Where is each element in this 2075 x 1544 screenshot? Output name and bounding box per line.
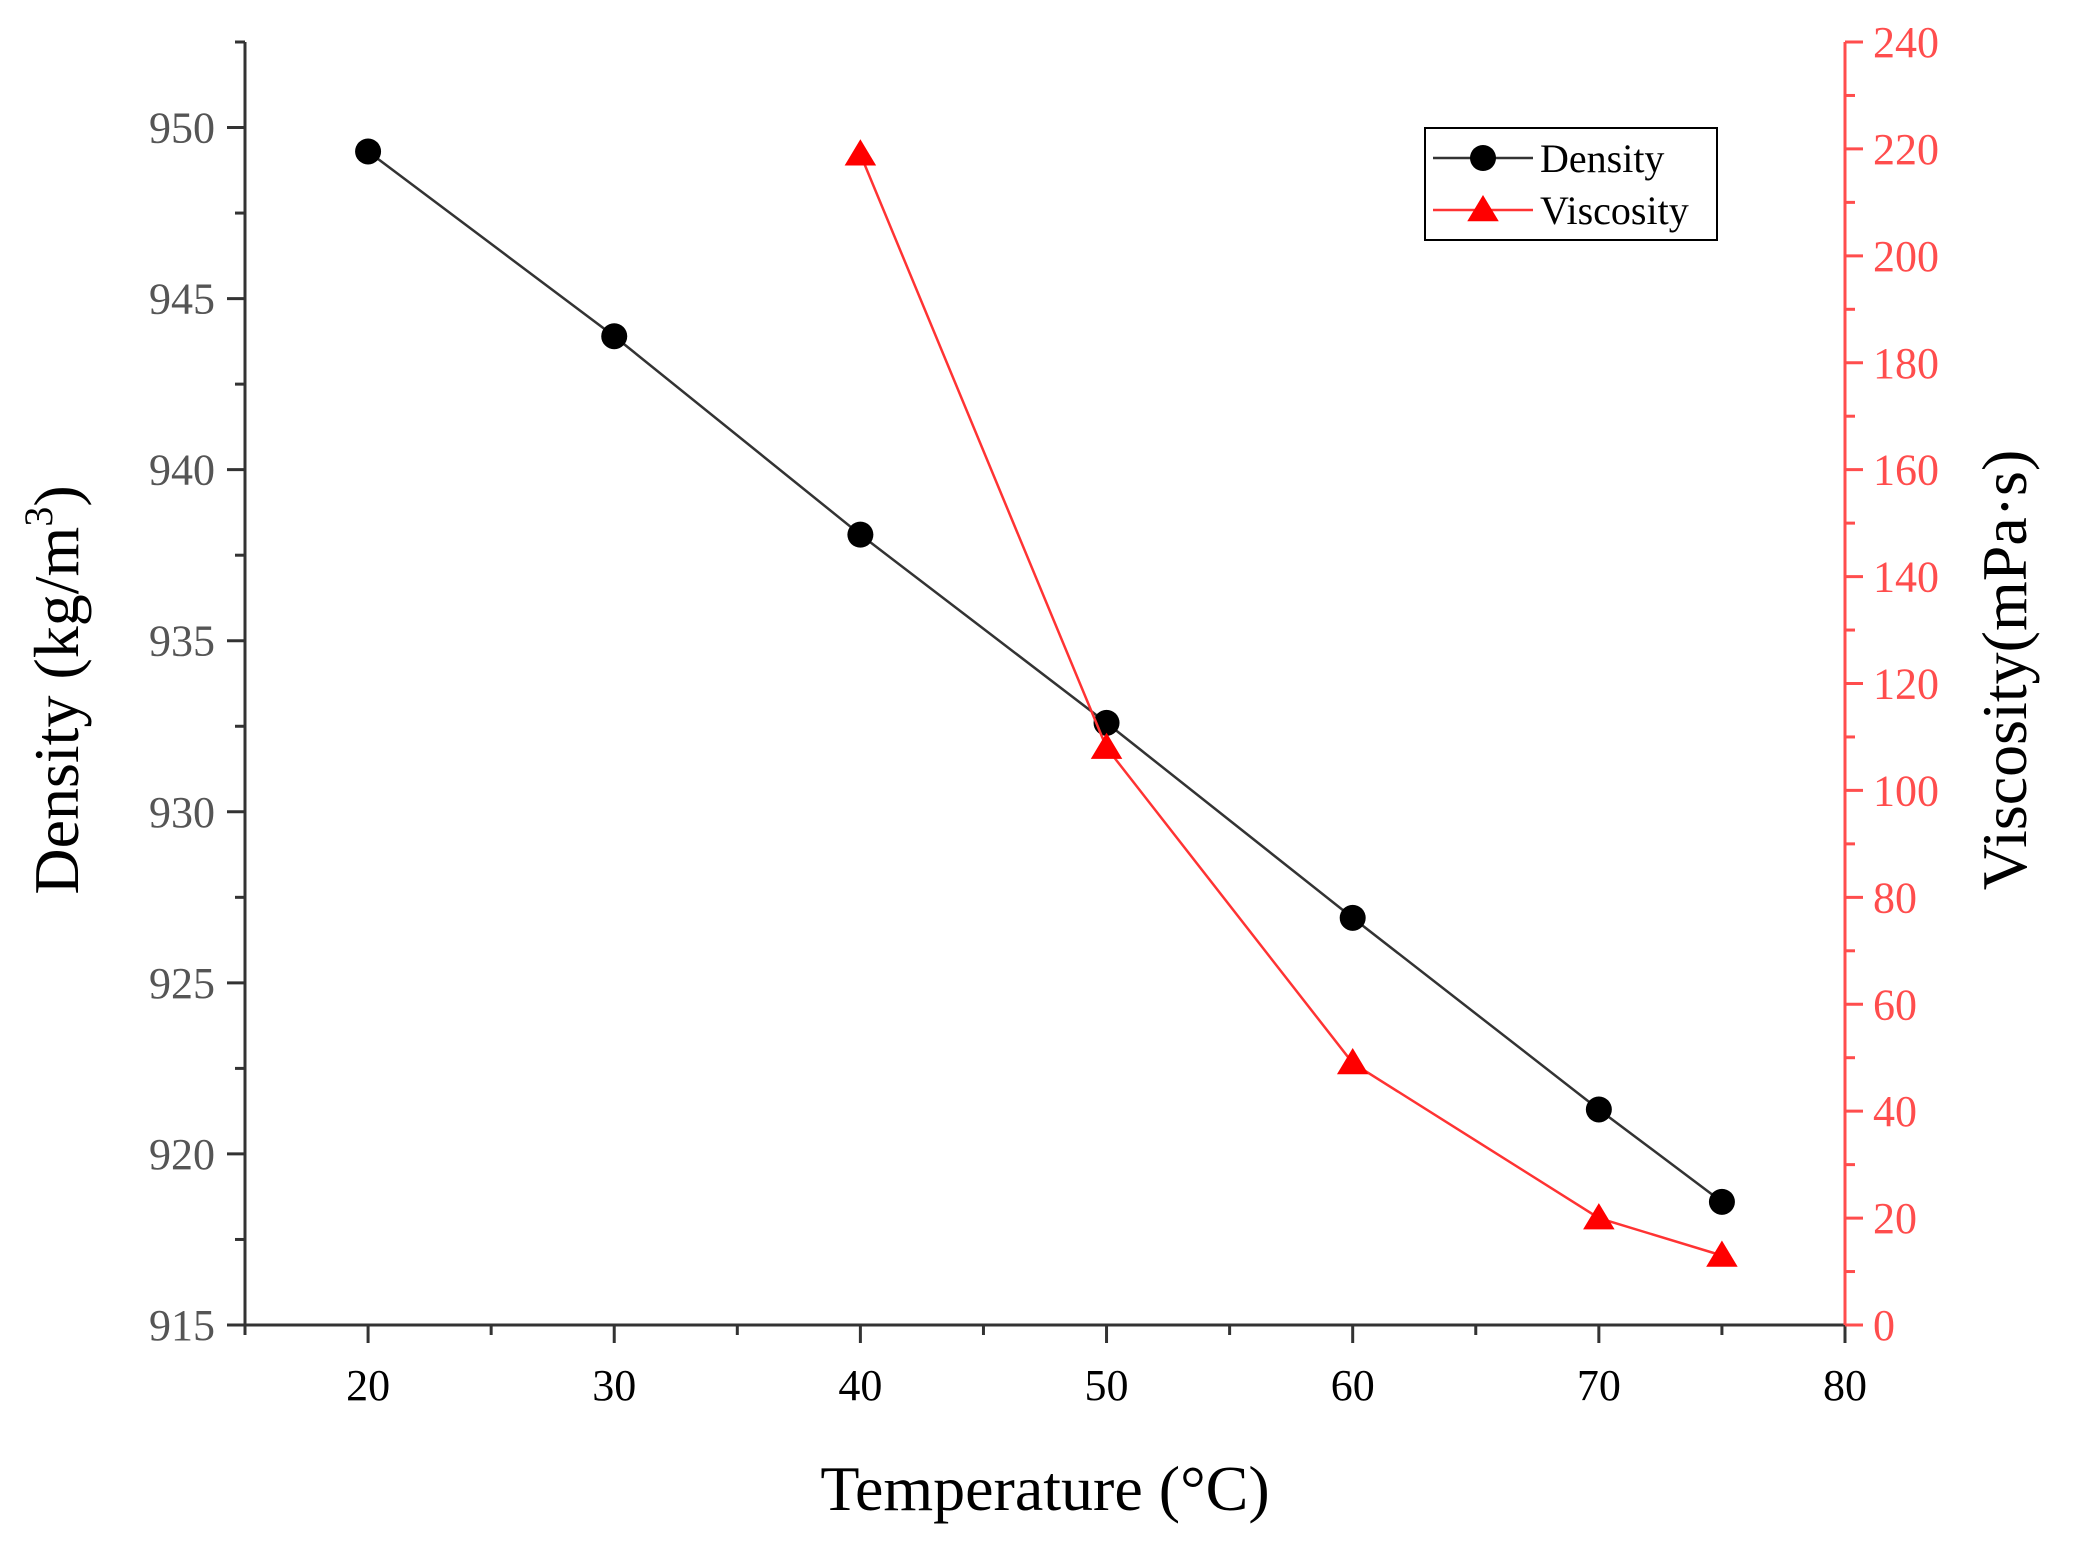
density-point — [355, 138, 382, 165]
x-tick-label: 60 — [1331, 1361, 1375, 1410]
y-right-tick-label: 100 — [1873, 766, 1939, 815]
y-right-tick-label: 0 — [1873, 1301, 1895, 1350]
y-left-tick-label: 930 — [149, 788, 215, 837]
y-right-tick-label: 80 — [1873, 873, 1917, 922]
x-tick-label: 50 — [1085, 1361, 1129, 1410]
y-left-tick-label: 925 — [149, 959, 215, 1008]
y-left-tick-label: 940 — [149, 446, 215, 495]
right-axis-title: Viscosity(mPa·s) — [1969, 450, 2040, 891]
density-point — [1339, 904, 1366, 931]
y-right-tick-label: 180 — [1873, 339, 1939, 388]
y-right-tick-label: 40 — [1873, 1087, 1917, 1136]
y-right-tick-label: 60 — [1873, 980, 1917, 1029]
y-left-tick-label: 915 — [149, 1301, 215, 1350]
y-right-tick-label: 20 — [1873, 1194, 1917, 1243]
y-right-tick-label: 240 — [1873, 18, 1939, 67]
left-axis-title-close: ) — [21, 485, 92, 506]
legend: Density Viscosity — [1424, 127, 1718, 241]
legend-density-marker — [1470, 145, 1496, 171]
legend-density-label: Density — [1540, 136, 1664, 181]
density-line — [367, 150, 1723, 1203]
y-left-tick-label: 950 — [149, 104, 215, 153]
y-left-tick-label: 935 — [149, 617, 215, 666]
y-right-tick-label: 200 — [1873, 232, 1939, 281]
viscosity-line — [859, 153, 1723, 1257]
viscosity-point — [844, 139, 877, 166]
left-axis-title: Density (kg/m3) — [16, 485, 92, 894]
density-point — [1708, 1188, 1735, 1215]
y-left-tick-label: 920 — [149, 1130, 215, 1179]
y-right-tick-label: 220 — [1873, 125, 1939, 174]
y-right-tick-label: 160 — [1873, 446, 1939, 495]
legend-box — [1424, 127, 1718, 241]
viscosity-point — [1583, 1203, 1615, 1230]
x-tick-label: 40 — [838, 1361, 882, 1410]
x-tick-label: 80 — [1823, 1361, 1867, 1410]
x-tick-label: 70 — [1577, 1361, 1621, 1410]
legend-viscosity-label: Viscosity — [1540, 188, 1689, 233]
x-tick-label: 30 — [592, 1361, 636, 1410]
viscosity-point — [1090, 732, 1123, 759]
y-right-tick-label: 120 — [1873, 660, 1939, 709]
x-tick-label: 20 — [346, 1361, 390, 1410]
y-left-tick-label: 945 — [149, 275, 215, 324]
viscosity-point — [1706, 1240, 1738, 1267]
density-point — [847, 521, 874, 548]
density-point — [601, 323, 628, 350]
density-point — [1585, 1096, 1612, 1123]
left-axis-title-superscript: 3 — [16, 507, 61, 527]
viscosity-point — [1336, 1048, 1369, 1075]
y-right-tick-label: 140 — [1873, 553, 1939, 602]
left-axis-title-main: Density (kg/m — [21, 527, 92, 895]
x-axis-title: Temperature (°C) — [820, 1453, 1269, 1524]
legend-viscosity-marker — [1467, 195, 1499, 222]
